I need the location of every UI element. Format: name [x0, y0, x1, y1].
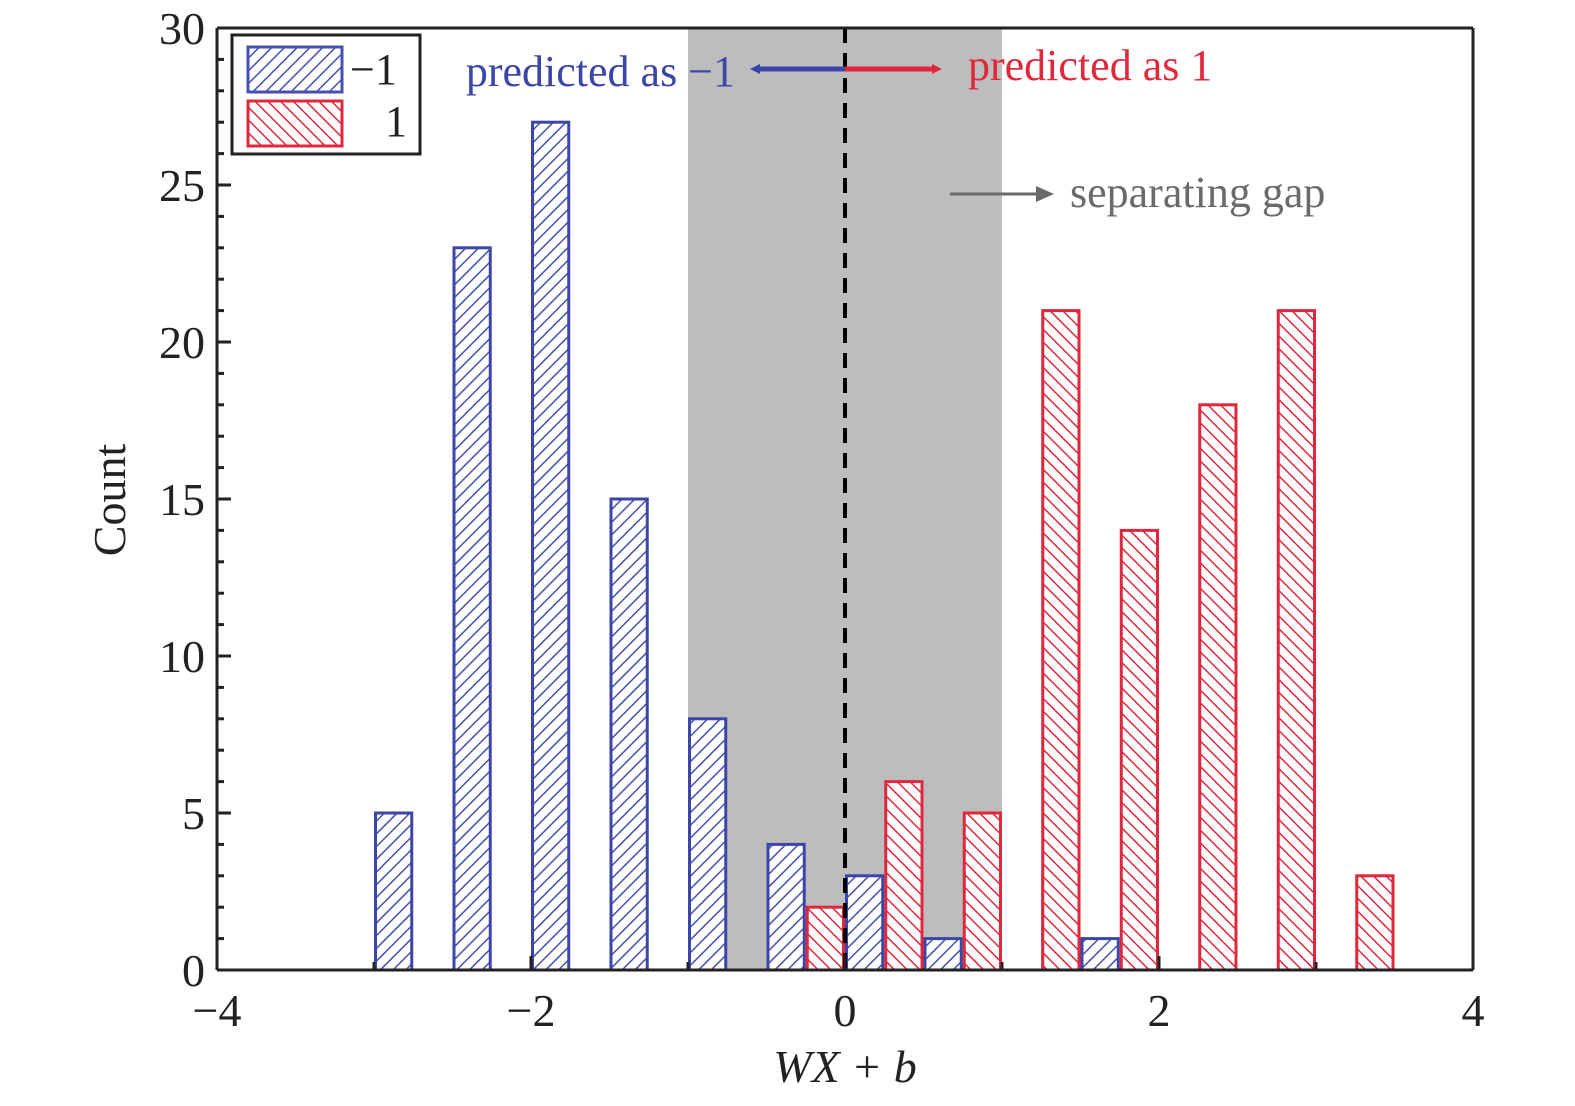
- y-tick-label: 15: [159, 474, 205, 525]
- y-tick-label: 10: [159, 631, 205, 682]
- bar-pos1-5: [1198, 403, 1238, 972]
- bar-neg1-2: [531, 120, 571, 972]
- separating-gap-label: separating gap: [1070, 168, 1325, 217]
- legend: −1 1: [230, 33, 422, 156]
- legend-label-pos1: 1: [385, 97, 407, 146]
- bar-neg1-0: [374, 811, 414, 972]
- y-axis-label: Count: [84, 444, 135, 557]
- bar-neg1-6: [845, 874, 885, 972]
- bar-pos1-1: [884, 780, 924, 972]
- bar-pos1-4: [1119, 528, 1159, 972]
- bar-neg1-3: [609, 497, 649, 972]
- y-axis-ticks: 0 5 10 15 20 25 30: [159, 3, 231, 996]
- y-tick-label: 30: [159, 3, 205, 54]
- x-tick-label: −2: [507, 985, 556, 1036]
- y-tick-label: 0: [182, 945, 205, 996]
- bar-pos1-3: [1041, 309, 1081, 972]
- separating-gap-arrowhead-icon: [1036, 186, 1054, 202]
- x-tick-label: 4: [1462, 985, 1485, 1036]
- x-tick-label: 2: [1148, 985, 1171, 1036]
- bar-neg1-5: [766, 842, 806, 972]
- bar-pos1-6: [1276, 309, 1316, 972]
- bar-neg1-9: [1080, 937, 1120, 972]
- y-tick-label: 20: [159, 317, 205, 368]
- predicted-negative-label: predicted as −1: [466, 47, 735, 96]
- legend-label-neg1: −1: [350, 45, 397, 94]
- x-axis-label: WX + b: [773, 1041, 916, 1092]
- series-pos1-bars: [805, 309, 1395, 972]
- y-tick-label: 5: [182, 788, 205, 839]
- bar-pos1-2: [962, 811, 1002, 972]
- predicted-positive-label: predicted as 1: [968, 41, 1212, 90]
- bar-neg1-1: [452, 246, 492, 972]
- bar-pos1-0: [805, 905, 845, 972]
- bar-neg1-4: [688, 717, 728, 972]
- x-tick-label: 0: [834, 985, 857, 1036]
- bar-neg1-7: [923, 937, 963, 972]
- legend-swatch-pos1: [246, 99, 344, 148]
- x-tick-label: −4: [193, 985, 242, 1036]
- y-tick-label: 25: [159, 160, 205, 211]
- bar-pos1-7: [1355, 874, 1395, 972]
- x-axis-ticks: −4 −2 0 2 4: [193, 956, 1485, 1036]
- legend-swatch-neg1: [246, 45, 344, 94]
